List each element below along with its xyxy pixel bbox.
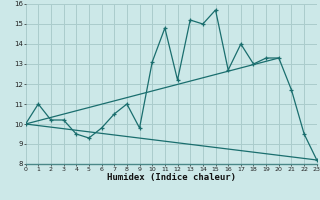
X-axis label: Humidex (Indice chaleur): Humidex (Indice chaleur) <box>107 173 236 182</box>
